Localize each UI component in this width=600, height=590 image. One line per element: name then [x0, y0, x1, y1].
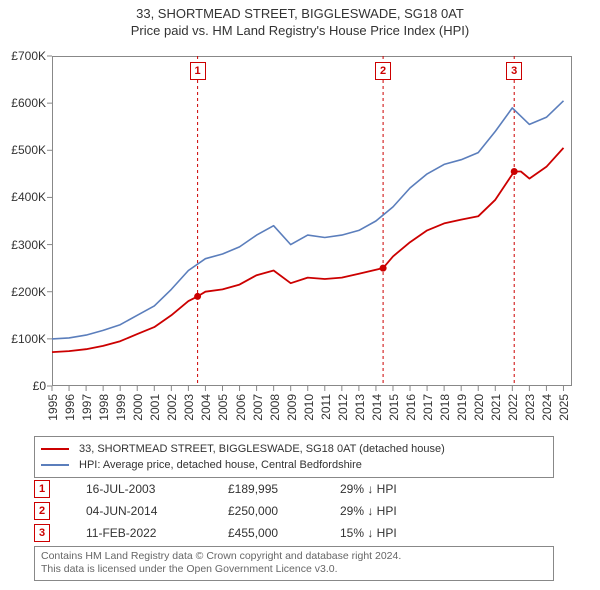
y-axis-label: £200K [11, 285, 52, 299]
x-axis-label: 2020 [470, 394, 486, 421]
sales-table: 1 16-JUL-2003 £189,995 29% ↓ HPI 2 04-JU… [34, 478, 554, 544]
legend-label: HPI: Average price, detached house, Cent… [79, 459, 362, 471]
sale-diff: 15% ↓ HPI [340, 526, 460, 540]
x-axis-label: 2014 [368, 394, 384, 421]
sale-marker-icon: 3 [506, 62, 522, 80]
x-axis-label: 2001 [146, 394, 162, 421]
legend-swatch-price-paid [41, 448, 69, 450]
x-axis-label: 2018 [436, 394, 452, 421]
sale-price: £455,000 [228, 526, 338, 540]
x-axis-label: 2021 [487, 394, 503, 421]
y-axis-label: £500K [11, 143, 52, 157]
x-axis-label: 2003 [180, 394, 196, 421]
x-axis-label: 1996 [61, 394, 77, 421]
legend-row: HPI: Average price, detached house, Cent… [41, 457, 547, 473]
x-axis-label: 2006 [232, 394, 248, 421]
x-axis-label: 2022 [504, 394, 520, 421]
x-axis-label: 2023 [521, 394, 537, 421]
x-axis-label: 2008 [266, 394, 282, 421]
page-title-line2: Price paid vs. HM Land Registry's House … [0, 23, 600, 38]
attribution-box: Contains HM Land Registry data © Crown c… [34, 546, 554, 581]
x-axis-label: 2016 [402, 394, 418, 421]
sale-price: £189,995 [228, 482, 338, 496]
sale-marker-icon: 1 [190, 62, 206, 80]
legend-label: 33, SHORTMEAD STREET, BIGGLESWADE, SG18 … [79, 443, 445, 455]
x-axis-label: 1999 [112, 394, 128, 421]
x-axis-label: 2009 [283, 394, 299, 421]
y-axis-label: £400K [11, 190, 52, 204]
legend-swatch-hpi [41, 464, 69, 466]
x-axis-label: 2000 [129, 394, 145, 421]
y-axis-label: £700K [11, 49, 52, 63]
x-axis-label: 2013 [351, 394, 367, 421]
sale-diff: 29% ↓ HPI [340, 504, 460, 518]
x-axis-label: 2017 [419, 394, 435, 421]
table-row: 3 11-FEB-2022 £455,000 15% ↓ HPI [34, 522, 554, 544]
chart-svg [52, 56, 572, 386]
y-axis-label: £300K [11, 238, 52, 252]
x-axis-label: 2007 [249, 394, 265, 421]
attribution-line: This data is licensed under the Open Gov… [41, 563, 547, 576]
x-axis-label: 2004 [197, 394, 213, 421]
page-title-line1: 33, SHORTMEAD STREET, BIGGLESWADE, SG18 … [0, 6, 600, 21]
x-axis-label: 2024 [538, 394, 554, 421]
y-axis-label: £0 [33, 379, 52, 393]
x-axis-label: 2019 [453, 394, 469, 421]
legend-box: 33, SHORTMEAD STREET, BIGGLESWADE, SG18 … [34, 436, 554, 478]
sale-marker-icon: 1 [34, 480, 50, 498]
sale-price: £250,000 [228, 504, 338, 518]
sale-date: 16-JUL-2003 [86, 482, 226, 496]
sale-marker-icon: 2 [375, 62, 391, 80]
x-axis-label: 1998 [95, 394, 111, 421]
sale-diff: 29% ↓ HPI [340, 482, 460, 496]
sale-marker-icon: 3 [34, 524, 50, 542]
sale-date: 04-JUN-2014 [86, 504, 226, 518]
x-axis-label: 2010 [300, 394, 316, 421]
attribution-line: Contains HM Land Registry data © Crown c… [41, 550, 547, 563]
legend-row: 33, SHORTMEAD STREET, BIGGLESWADE, SG18 … [41, 441, 547, 457]
x-axis-label: 2005 [214, 394, 230, 421]
x-axis-label: 2015 [385, 394, 401, 421]
sale-marker-icon: 2 [34, 502, 50, 520]
x-axis-label: 2002 [163, 394, 179, 421]
x-axis-label: 2025 [555, 394, 571, 421]
table-row: 1 16-JUL-2003 £189,995 29% ↓ HPI [34, 478, 554, 500]
x-axis-label: 1995 [44, 394, 60, 421]
x-axis-label: 2011 [317, 394, 333, 420]
sale-date: 11-FEB-2022 [86, 526, 226, 540]
x-axis-label: 1997 [78, 394, 94, 421]
y-axis-label: £100K [11, 332, 52, 346]
y-axis-label: £600K [11, 96, 52, 110]
table-row: 2 04-JUN-2014 £250,000 29% ↓ HPI [34, 500, 554, 522]
x-axis-label: 2012 [334, 394, 350, 421]
price-chart: £0£100K£200K£300K£400K£500K£600K£700K 19… [52, 56, 572, 386]
